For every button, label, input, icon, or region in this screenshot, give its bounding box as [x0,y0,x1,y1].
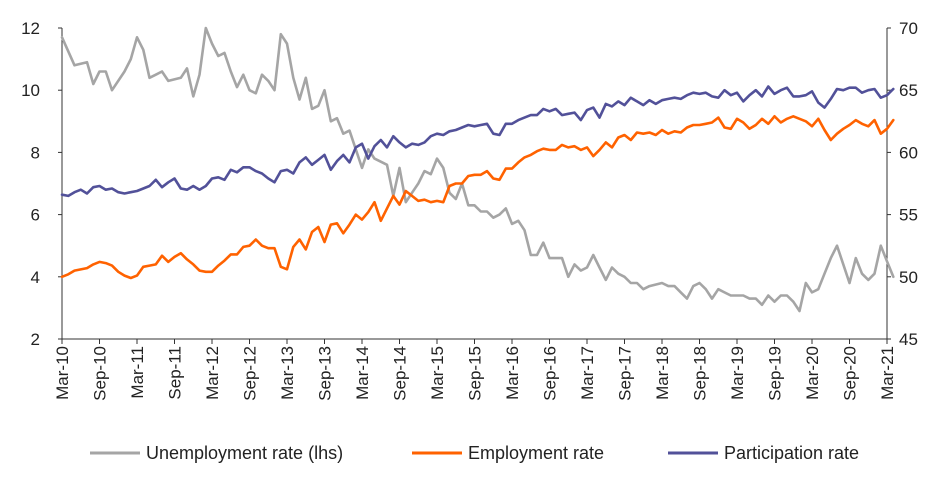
x-tick-label: Mar-10 [53,346,72,400]
y-right-tick-label: 50 [899,268,918,287]
y-left-tick-label: 2 [31,330,40,349]
y-left-tick-label: 10 [21,81,40,100]
series-line-0 [60,26,895,313]
x-tick-label: Mar-11 [128,346,147,399]
x-tick-label: Sep-11 [166,346,185,400]
x-tick-label: Mar-16 [503,346,522,400]
series-line-2 [60,85,895,198]
x-tick-label: Mar-12 [203,346,222,400]
x-tick-label: Sep-12 [241,346,260,401]
x-tick-label: Sep-13 [316,346,335,401]
x-tick-label: Mar-21 [878,346,897,400]
x-tick-label: Mar-14 [353,346,372,400]
x-tick-label: Sep-15 [466,346,485,401]
x-tick-label: Mar-20 [803,346,822,400]
y-left-tick-label: 4 [31,268,40,287]
x-tick-label: Sep-14 [391,346,410,401]
y-right-tick-label: 65 [899,81,918,100]
y-right-tick-label: 70 [899,19,918,38]
x-tick-label: Sep-10 [91,346,110,401]
legend-label-1: Employment rate [468,443,604,463]
x-tick-label: Mar-17 [578,346,597,400]
x-tick-label: Mar-18 [653,346,672,400]
series-line-1 [60,115,895,280]
x-tick-label: Mar-13 [278,346,297,400]
x-tick-label: Sep-20 [841,346,860,401]
chart-axes: 2 4 6 8 10 12 45 50 55 60 65 70 Mar-10 Sep-10 Mar-11 Se… [21,19,918,401]
legend-label-0: Unemployment rate (lhs) [146,443,343,463]
y-left-tick-label: 8 [31,143,40,162]
chart-legend: Unemployment rate (lhs) Employment rate Pa… [90,443,859,463]
x-tick-label: Mar-15 [428,346,447,400]
y-right-tick-label: 45 [899,330,918,349]
chart-series-lines [60,26,895,313]
legend-label-2: Participation rate [724,443,859,463]
x-tick-label: Sep-17 [616,346,635,401]
y-left-tick-label: 12 [21,19,40,38]
x-tick-label: Mar-19 [728,346,747,400]
x-tick-label: Sep-18 [691,346,710,401]
y-left-tick-label: 6 [31,206,40,225]
y-right-tick-label: 60 [899,143,918,162]
y-right-tick-label: 55 [899,206,918,225]
x-tick-label: Sep-16 [541,346,560,401]
x-tick-label: Sep-19 [766,346,785,401]
